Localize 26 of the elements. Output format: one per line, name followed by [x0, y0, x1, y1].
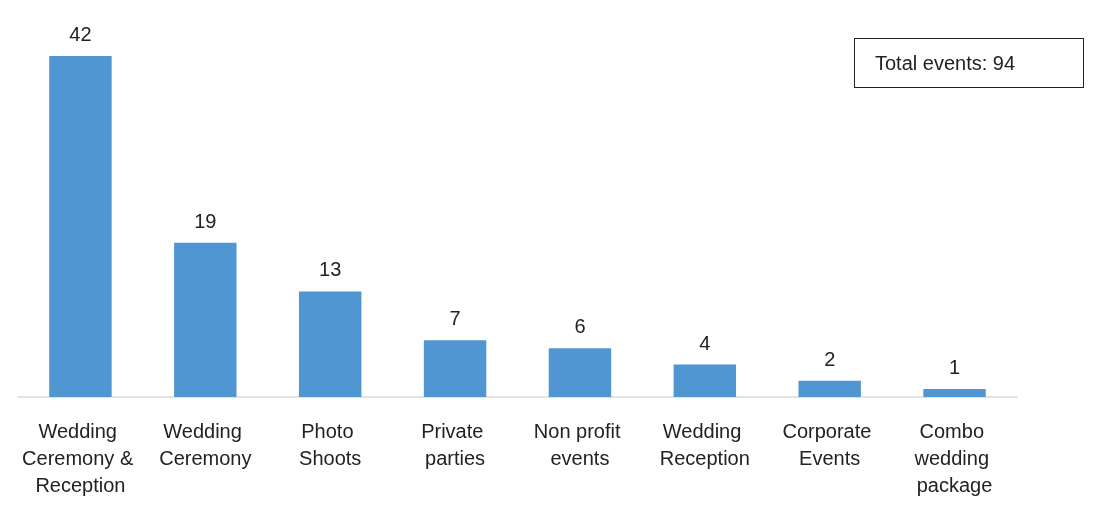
bar: [798, 380, 861, 397]
bar: [298, 291, 362, 397]
bar: [923, 388, 986, 397]
x-tick-label: Wedding Ceremony & Reception: [22, 419, 139, 496]
x-tick-label: Private parties: [421, 419, 489, 469]
x-tick-label: Wedding Reception: [659, 419, 750, 469]
bar: [548, 348, 612, 397]
annotation: Total events: 94: [875, 51, 1016, 75]
x-tick-label: Non profit events: [533, 419, 627, 469]
data-label: 2: [824, 347, 836, 370]
x-tick-label: Photo Shoots: [299, 419, 362, 469]
x-tick-label: Combo wedding package: [913, 419, 995, 496]
bar: [423, 340, 487, 397]
data-label: 7: [449, 307, 461, 330]
data-label: 19: [194, 209, 217, 232]
data-label: 1: [949, 355, 961, 378]
data-label: 42: [69, 23, 92, 45]
bar: [673, 364, 737, 397]
bar: [49, 56, 112, 397]
x-tick-label: Corporate Events: [782, 419, 877, 469]
data-label: 6: [574, 315, 586, 338]
x-tick-label: Wedding Ceremony: [159, 419, 252, 469]
bar: [174, 242, 237, 397]
data-label: 13: [319, 258, 342, 281]
text-box: Total events: 94: [854, 38, 1084, 88]
data-label: 4: [699, 331, 711, 354]
